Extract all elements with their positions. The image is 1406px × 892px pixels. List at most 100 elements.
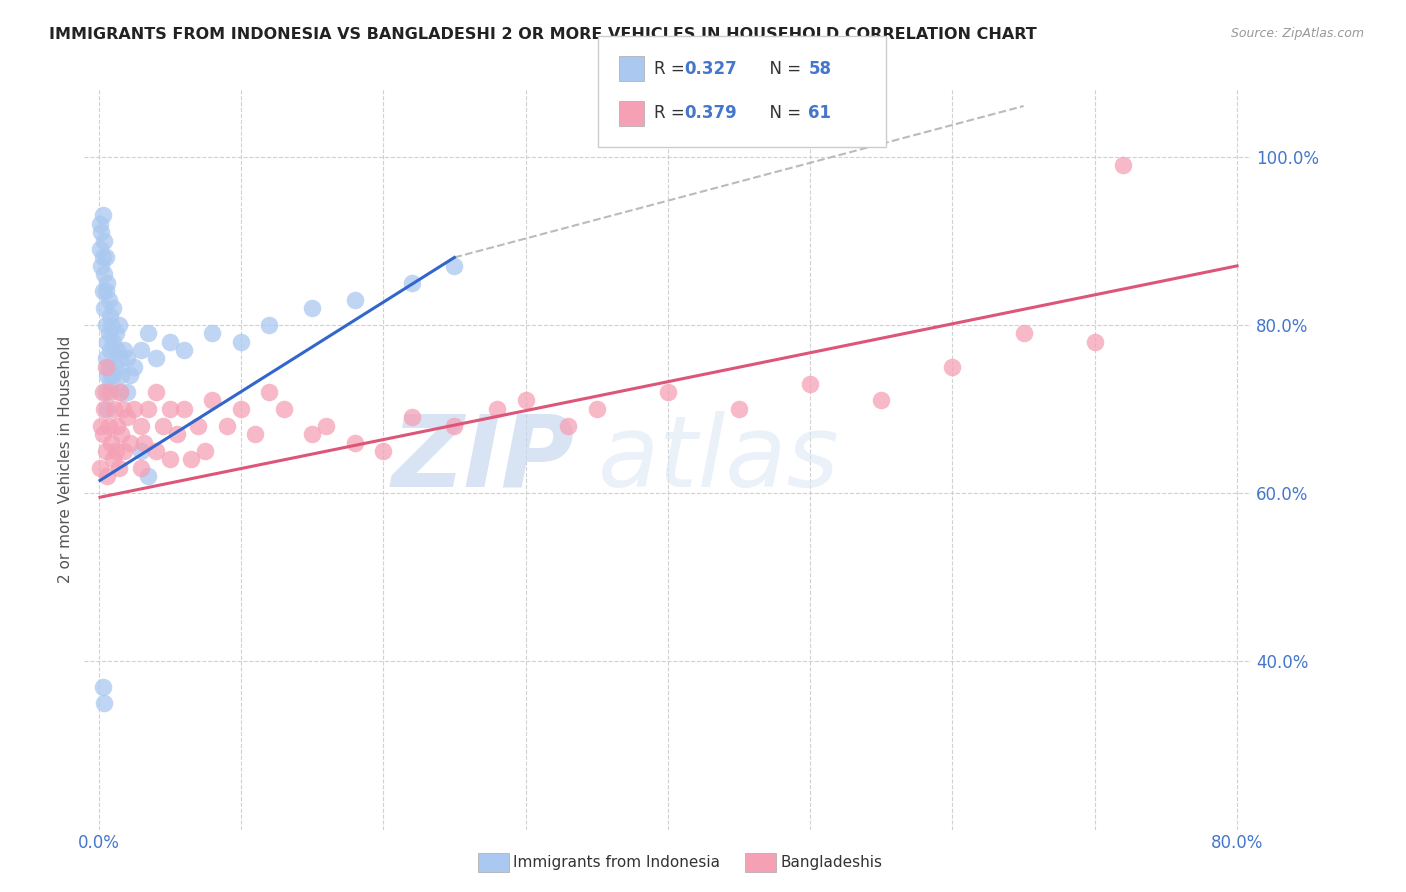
Point xyxy=(94,385,117,400)
Point xyxy=(101,301,124,315)
Point xyxy=(101,452,124,467)
Point xyxy=(94,359,117,374)
Point xyxy=(94,444,117,458)
Point xyxy=(1012,326,1035,341)
Point xyxy=(187,418,209,433)
Point xyxy=(101,334,124,349)
Point xyxy=(97,359,120,374)
Point xyxy=(94,351,117,366)
Point xyxy=(657,385,679,400)
Point xyxy=(110,427,132,442)
Text: 0.379: 0.379 xyxy=(685,104,738,122)
Text: 0.327: 0.327 xyxy=(685,60,738,78)
Point xyxy=(443,418,465,433)
Point xyxy=(91,385,114,400)
Point xyxy=(129,343,152,357)
Point xyxy=(401,276,423,290)
Point xyxy=(557,418,579,433)
Point xyxy=(98,310,121,324)
Point xyxy=(104,359,127,374)
Point xyxy=(97,326,120,341)
Point xyxy=(152,418,174,433)
Point xyxy=(229,401,252,416)
Point xyxy=(91,284,114,298)
Point xyxy=(373,444,395,458)
Point xyxy=(215,418,238,433)
Point xyxy=(145,351,167,366)
Point xyxy=(194,444,217,458)
Point xyxy=(315,418,337,433)
Point xyxy=(94,318,117,332)
Point xyxy=(100,368,122,383)
Point xyxy=(343,293,366,307)
Point xyxy=(159,401,181,416)
Point xyxy=(728,401,751,416)
Point xyxy=(145,385,167,400)
Y-axis label: 2 or more Vehicles in Household: 2 or more Vehicles in Household xyxy=(58,335,73,583)
Point xyxy=(259,385,281,400)
Point xyxy=(129,418,152,433)
Point xyxy=(115,385,138,400)
Point xyxy=(96,469,118,483)
Point xyxy=(96,401,118,416)
Point xyxy=(111,401,134,416)
Point xyxy=(93,234,115,248)
Point xyxy=(107,460,129,475)
Point xyxy=(138,401,160,416)
Point xyxy=(173,401,195,416)
Point xyxy=(122,401,145,416)
Text: R =: R = xyxy=(654,104,690,122)
Point xyxy=(96,276,118,290)
Point xyxy=(90,418,112,433)
Point xyxy=(799,376,821,391)
Point xyxy=(98,343,121,357)
Point xyxy=(89,242,111,256)
Text: N =: N = xyxy=(759,104,807,122)
Text: Immigrants from Indonesia: Immigrants from Indonesia xyxy=(513,855,720,870)
Point xyxy=(96,368,118,383)
Point xyxy=(94,284,117,298)
Point xyxy=(118,368,141,383)
Point xyxy=(343,435,366,450)
Point xyxy=(91,251,114,265)
Point xyxy=(105,343,128,357)
Point xyxy=(100,318,122,332)
Point xyxy=(108,351,131,366)
Point xyxy=(90,259,112,273)
Point xyxy=(180,452,202,467)
Point xyxy=(159,452,181,467)
Point xyxy=(93,697,115,711)
Point xyxy=(129,460,152,475)
Point xyxy=(93,268,115,282)
Text: 61: 61 xyxy=(808,104,831,122)
Point xyxy=(93,401,115,416)
Point xyxy=(243,427,266,442)
Text: Source: ZipAtlas.com: Source: ZipAtlas.com xyxy=(1230,27,1364,40)
Point xyxy=(159,334,181,349)
Point xyxy=(122,359,145,374)
Point xyxy=(138,326,160,341)
Point xyxy=(104,326,127,341)
Point xyxy=(98,385,121,400)
Point xyxy=(91,427,114,442)
Text: N =: N = xyxy=(759,60,807,78)
Point xyxy=(97,418,120,433)
Point xyxy=(443,259,465,273)
Point xyxy=(91,680,114,694)
Point xyxy=(105,418,128,433)
Point xyxy=(94,251,117,265)
Point xyxy=(96,334,118,349)
Point xyxy=(585,401,607,416)
Text: IMMIGRANTS FROM INDONESIA VS BANGLADESHI 2 OR MORE VEHICLES IN HOUSEHOLD CORRELA: IMMIGRANTS FROM INDONESIA VS BANGLADESHI… xyxy=(49,27,1038,42)
Point xyxy=(100,435,122,450)
Point xyxy=(259,318,281,332)
Point xyxy=(103,401,125,416)
Point xyxy=(112,343,135,357)
Point xyxy=(89,217,111,231)
Point xyxy=(97,293,120,307)
Point xyxy=(98,376,121,391)
Point xyxy=(110,368,132,383)
Point xyxy=(401,410,423,425)
Point xyxy=(138,469,160,483)
Text: R =: R = xyxy=(654,60,690,78)
